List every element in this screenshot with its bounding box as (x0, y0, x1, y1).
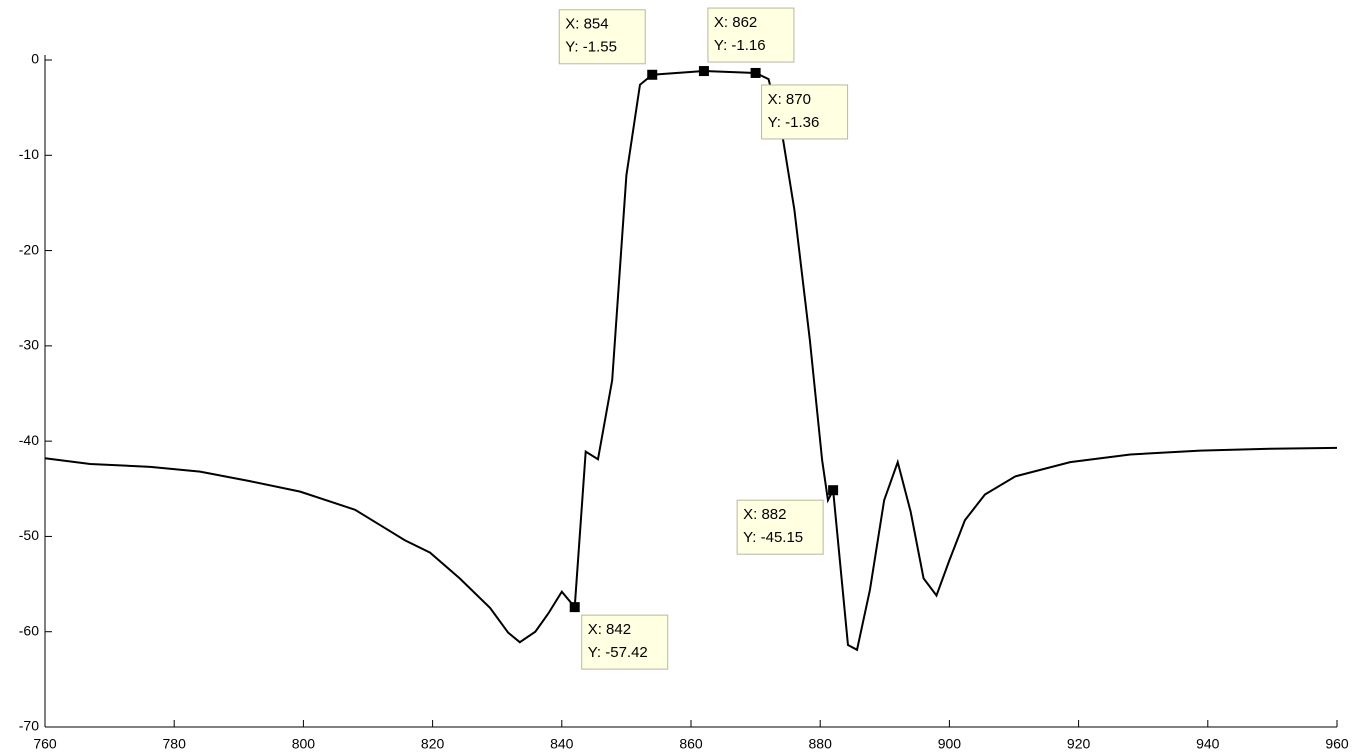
datatip-x: X: 870 (768, 91, 811, 108)
y-tick-label: -70 (19, 718, 39, 734)
x-tick-label: 880 (809, 736, 833, 752)
y-tick-label: -50 (19, 527, 39, 543)
datatip: X: 870 Y: -1.36 (750, 67, 849, 140)
datatip-box (761, 84, 849, 140)
datatip-x: X: 882 (743, 506, 786, 523)
datatip-marker (698, 66, 709, 77)
x-tick-label: 860 (679, 736, 703, 752)
x-tick-label: 760 (33, 736, 57, 752)
datatip: X: 862 Y: -1.16 (698, 7, 795, 77)
y-tick-label: -10 (19, 146, 39, 162)
datatip: X: 882 Y: -45.15 (736, 485, 839, 555)
datatip-marker (569, 602, 580, 613)
x-tick-label: 780 (163, 736, 187, 752)
datatip-marker (750, 67, 761, 78)
datatip-box (707, 7, 795, 63)
datatip-x: X: 854 (565, 16, 608, 33)
datatip-box (558, 9, 646, 65)
datatip-y: Y: -45.15 (743, 529, 803, 546)
datatip-box (736, 499, 824, 555)
y-tick-label: -20 (19, 241, 39, 257)
datatip: X: 854 Y: -1.55 (558, 9, 658, 80)
datatip-y: Y: -57.42 (588, 644, 648, 661)
data-line (44, 70, 1338, 652)
datatip-y: Y: -1.55 (565, 39, 617, 56)
x-tick-label: 800 (292, 736, 316, 752)
datatip-box (581, 614, 669, 670)
x-tick-label: 940 (1196, 736, 1220, 752)
x-tick-label: 920 (1067, 736, 1091, 752)
datatip: X: 842 Y: -57.42 (569, 602, 669, 670)
x-tick-label: 960 (1325, 736, 1349, 752)
datatip-x: X: 842 (588, 621, 631, 638)
y-tick-label: -30 (19, 337, 39, 353)
y-tick-label: -40 (19, 432, 39, 448)
x-tick-label: 820 (421, 736, 445, 752)
datatip-marker (828, 485, 839, 496)
y-tick-label: -60 (19, 622, 39, 638)
datatip-y: Y: -1.16 (714, 37, 766, 54)
datatip-x: X: 862 (714, 14, 757, 31)
x-tick-label: 900 (938, 736, 962, 752)
x-tick-label: 840 (550, 736, 574, 752)
datatip-marker (647, 69, 658, 80)
datatip-y: Y: -1.36 (768, 114, 820, 131)
y-tick-label: 0 (31, 51, 39, 67)
